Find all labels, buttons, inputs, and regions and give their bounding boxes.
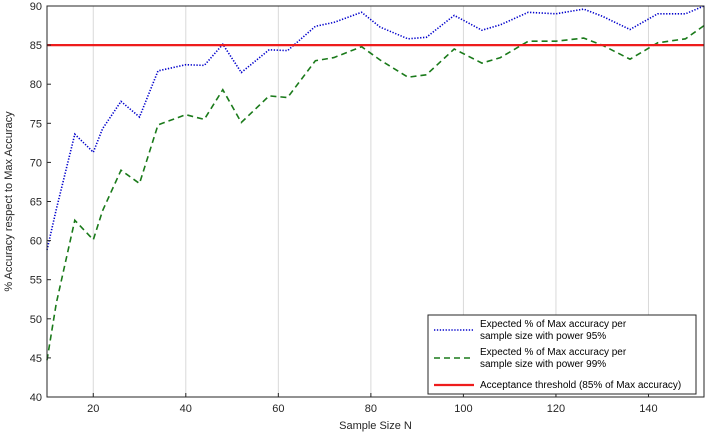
- y-tick-label: 65: [30, 197, 42, 209]
- legend-label: Expected % of Max accuracy per: [480, 319, 627, 330]
- x-axis-label: Sample Size N: [339, 420, 412, 432]
- y-tick-label: 45: [30, 353, 42, 365]
- series-layer: [46, 5, 705, 361]
- y-axis-label: % Accuracy respect to Max Accuracy: [3, 111, 15, 292]
- y-tick-label: 60: [30, 236, 42, 248]
- y-tick-label: 85: [30, 40, 42, 52]
- y-tick-label: 80: [30, 79, 42, 91]
- x-tick-label: 40: [180, 403, 192, 415]
- legend-label: sample size with power 95%: [480, 331, 606, 342]
- y-tick-label: 55: [30, 275, 42, 287]
- y-tick-label: 50: [30, 314, 42, 326]
- x-tick-label: 60: [272, 403, 284, 415]
- x-tick-label: 140: [639, 403, 657, 415]
- legend-label: Expected % of Max accuracy per: [480, 347, 627, 358]
- y-axis-ticks: 40 45 50 55 60 65 70 75 80 85 90: [30, 1, 51, 404]
- y-tick-label: 40: [30, 392, 42, 404]
- legend-box: [427, 314, 697, 395]
- series-line: [46, 5, 705, 251]
- x-tick-label: 80: [365, 403, 377, 415]
- legend-label: sample size with power 99%: [480, 359, 606, 370]
- legend-label: Acceptance threshold (85% of Max accurac…: [480, 380, 681, 391]
- x-tick-label: 20: [87, 403, 99, 415]
- y-tick-label: 70: [30, 157, 42, 169]
- axes-box: [46, 5, 705, 398]
- x-tick-label: 120: [547, 403, 565, 415]
- y-tick-label: 75: [30, 118, 42, 130]
- series-line: [46, 24, 705, 361]
- x-tick-label: 100: [454, 403, 472, 415]
- x-axis-ticks: 20 40 60 80 100 120 140: [87, 393, 658, 415]
- y-tick-label: 90: [30, 1, 42, 13]
